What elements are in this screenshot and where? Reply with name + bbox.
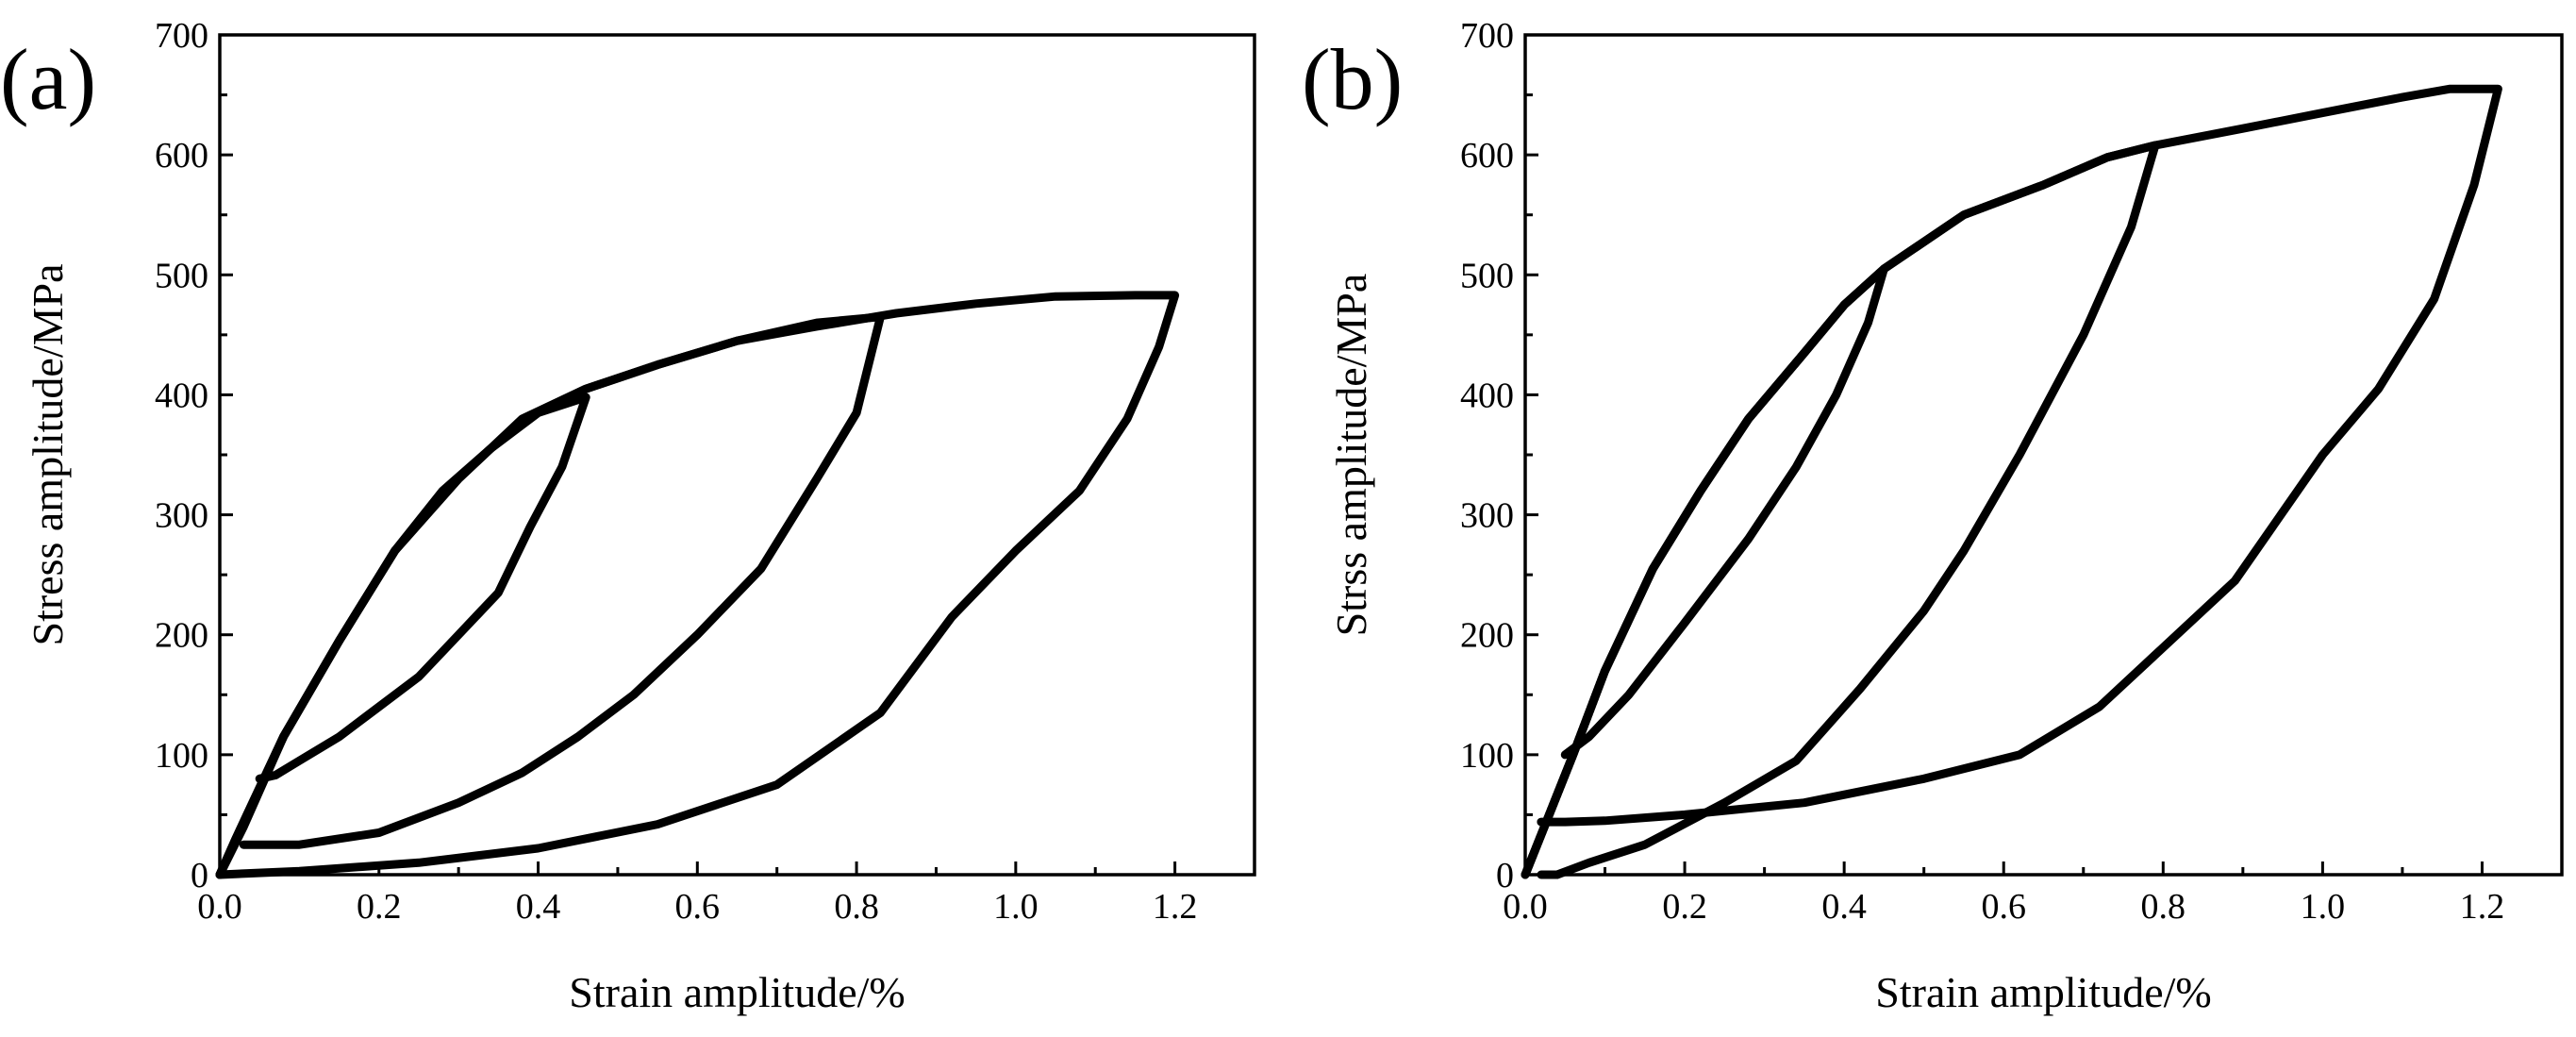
x-tick-label: 0.6 — [1981, 887, 2026, 927]
y-tick-label: 500 — [1460, 256, 1514, 295]
x-tick-label: 1.2 — [1153, 887, 1198, 927]
y-tick-label: 0 — [191, 856, 208, 895]
y-tick-label: 0 — [1496, 856, 1514, 895]
y-tick-label: 500 — [155, 256, 208, 295]
x-tick-label: 1.0 — [993, 887, 1039, 927]
y-tick-label: 600 — [155, 136, 208, 176]
y-axis-title: Strss amplitude/MPa — [1327, 274, 1375, 637]
x-tick-label: 0.4 — [516, 887, 561, 927]
x-axis-title: Strain amplitude/% — [569, 968, 905, 1016]
y-tick-label: 300 — [1460, 496, 1514, 536]
x-tick-label: 0.4 — [1821, 887, 1867, 927]
chart-panel-a: 0.0 0.2 0.4 0.6 0.8 1.0 1.2 0 100 200 300 400 500 600… — [0, 16, 1256, 1016]
x-tick-label: 0.8 — [2141, 887, 2186, 927]
series-line-1 — [1521, 264, 1888, 879]
x-tick-label: 1.0 — [2301, 887, 2346, 927]
x-tick-label: 0.2 — [1662, 887, 1707, 927]
x-tick-label: 0.0 — [197, 887, 242, 927]
panel-label: (a) — [0, 31, 96, 127]
y-tick-label: 400 — [1460, 376, 1514, 415]
y-tick-label: 200 — [155, 616, 208, 656]
series-line-3 — [215, 291, 1180, 879]
x-tick-label: 1.2 — [2460, 887, 2505, 927]
x-axis-title: Strain amplitude/% — [1875, 968, 2211, 1016]
x-tick-label: 0.2 — [357, 887, 402, 927]
x-tick-label: 0.0 — [1503, 887, 1548, 927]
y-axis-title: Stress amplitude/MPa — [24, 263, 72, 645]
y-tick-label: 100 — [1460, 736, 1514, 776]
x-tick-label: 0.8 — [834, 887, 879, 927]
series-line-2 — [1521, 141, 2160, 879]
y-tick-label: 700 — [1460, 16, 1514, 56]
x-tick-label: 0.6 — [675, 887, 721, 927]
y-tick-label: 700 — [155, 16, 208, 56]
y-tick-label: 200 — [1460, 616, 1514, 656]
series-line-3 — [1521, 84, 2502, 879]
y-tick-label: 400 — [155, 376, 208, 415]
series-line-2 — [215, 312, 885, 879]
y-tick-label: 600 — [1460, 136, 1514, 176]
chart-panel-b: 0.0 0.2 0.4 0.6 0.8 1.0 1.2 0 100 200 300 400 500 600… — [1302, 16, 2564, 1016]
y-tick-label: 100 — [155, 736, 208, 776]
y-tick-label: 300 — [155, 496, 208, 536]
panel-label: (b) — [1302, 31, 1403, 127]
series-line-1 — [215, 393, 590, 879]
plot-frame — [1523, 33, 2564, 877]
